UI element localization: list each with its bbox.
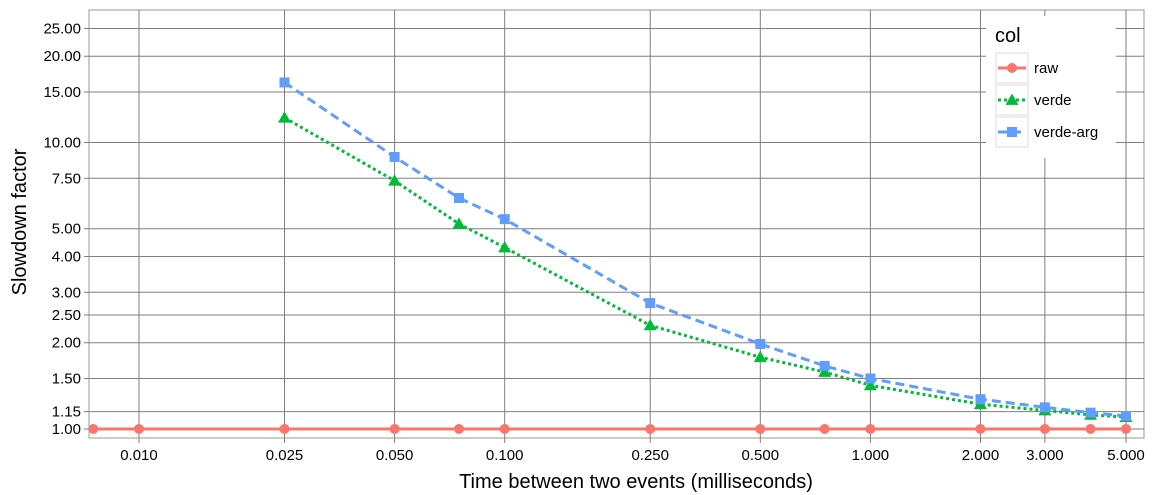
legend: col raw verde verde-arg [986, 16, 1116, 158]
legend-item-verde: verde [995, 84, 1072, 116]
data-point-verde-arg [865, 373, 876, 384]
plot-background [88, 9, 1145, 439]
y-tick-label: 3.00 [52, 284, 81, 301]
legend-item-verde-arg: verde-arg [995, 116, 1098, 148]
y-tick-label: 7.50 [52, 170, 81, 187]
data-point-verde [498, 240, 512, 253]
y-tick-label: 1.15 [52, 404, 81, 421]
y-tick-label: 4.00 [52, 248, 81, 265]
y-tick-label: 20.00 [43, 48, 81, 65]
y-tick-label: 15.00 [43, 84, 81, 101]
y-tick-label: 2.00 [52, 335, 81, 352]
legend-title: col [995, 25, 1021, 47]
data-point-raw [389, 423, 400, 434]
data-point-raw [975, 423, 986, 434]
y-tick-label: 2.50 [52, 307, 81, 324]
data-point-verde-arg [453, 193, 464, 204]
data-point-verde [753, 350, 767, 363]
data-point-raw [88, 423, 99, 434]
data-point-raw [755, 423, 766, 434]
data-point-raw [645, 423, 656, 434]
y-tick-label: 25.00 [43, 20, 81, 37]
x-tick-label: 0.100 [486, 447, 524, 464]
data-point-verde [643, 318, 657, 331]
y-axis-ticks: 1.001.15 1.50 2.00 2.50 3.00 4.00 5.00 7.50 10.0… [43, 20, 89, 438]
data-point-verde-arg [755, 338, 766, 349]
x-tick-label: 0.250 [631, 447, 669, 464]
data-point-raw [133, 423, 144, 434]
y-tick-label: 1.00 [52, 421, 81, 438]
data-point-raw [1121, 423, 1132, 434]
y-axis-title: Slowdown factor [9, 148, 31, 295]
data-point-raw [279, 423, 290, 434]
data-point-verde-arg [645, 298, 656, 309]
x-tick-label: 0.050 [376, 447, 414, 464]
data-point-verde-arg [819, 360, 830, 371]
data-point-verde-arg [1039, 402, 1050, 413]
data-point-raw [865, 423, 876, 434]
legend-label: verde [1034, 92, 1072, 109]
x-tick-label: 0.010 [120, 447, 158, 464]
x-axis-ticks: 0.010 0.025 0.050 0.100 0.250 0.500 1.000 2.000… [120, 438, 1145, 464]
data-point-verde [388, 174, 402, 186]
y-tick-label: 10.00 [43, 134, 81, 151]
data-point-verde [863, 378, 877, 391]
y-tick-label: 5.00 [52, 221, 81, 238]
data-point-raw [453, 423, 464, 434]
legend-key-marker [1007, 63, 1017, 73]
data-point-verde-arg [389, 151, 400, 162]
x-tick-label: 0.500 [742, 447, 780, 464]
data-point-verde-arg [279, 77, 290, 88]
data-point-raw [1039, 423, 1050, 434]
x-axis-title: Time between two events (milliseconds) [459, 471, 813, 493]
data-point-verde [278, 111, 292, 123]
data-point-verde [818, 365, 832, 377]
data-point-verde-arg [1085, 407, 1096, 418]
series-verde-arg [279, 77, 1132, 421]
data-point-verde-arg [975, 394, 986, 405]
data-point-raw [499, 423, 510, 434]
series-line-verde-arg [283, 81, 1127, 418]
x-tick-label: 5.000 [1107, 447, 1145, 464]
data-point-verde [452, 217, 466, 229]
data-point-raw [819, 423, 830, 434]
legend-key-marker [1005, 93, 1019, 105]
x-tick-label: 0.025 [266, 447, 304, 464]
legend-item-raw: raw [995, 52, 1058, 84]
y-tick-label: 1.50 [52, 371, 81, 388]
series-raw [88, 423, 1132, 434]
x-tick-label: 2.000 [962, 447, 1000, 464]
data-point-verde-arg [1121, 410, 1132, 421]
x-tick-label: 3.000 [1026, 447, 1064, 464]
legend-label: raw [1034, 60, 1058, 77]
data-point-verde-arg [499, 214, 510, 225]
x-tick-label: 1.000 [852, 447, 890, 464]
data-point-raw [1085, 423, 1096, 434]
legend-key-marker [1007, 127, 1017, 137]
legend-label: verde-arg [1034, 124, 1098, 141]
series-layer [88, 77, 1133, 434]
